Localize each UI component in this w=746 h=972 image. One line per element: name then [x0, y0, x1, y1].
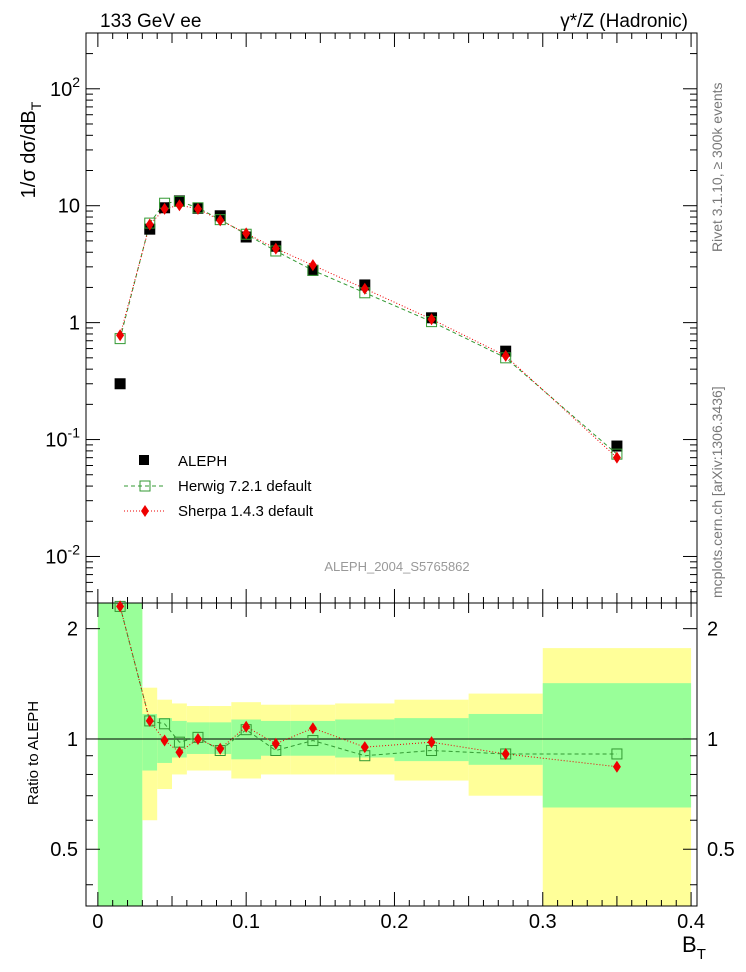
aleph-point — [611, 440, 623, 452]
main-y-tick-label: 102 — [50, 74, 80, 101]
header-right-label: γ*/Z (Hadronic) — [560, 11, 688, 32]
sherpa-point — [271, 242, 280, 255]
legend-marker-sherpa — [141, 505, 149, 517]
herwig-line — [119, 200, 618, 455]
ratio-sherpa-point — [360, 741, 369, 754]
main-y-tick-label: 10-1 — [45, 425, 80, 452]
ratio-y-tick-label-right: 0.5 — [707, 839, 735, 861]
sherpa-point — [612, 451, 621, 464]
x-tick-label: 0 — [92, 911, 103, 933]
x-tick-label: 0.2 — [381, 911, 409, 933]
sherpa-point — [216, 214, 225, 227]
ratio-herwig-point — [611, 748, 623, 760]
mcplots-label: mcplots.cern.ch [arXiv:1306.3436] — [709, 386, 725, 598]
x-tick-label: 0.1 — [232, 911, 260, 933]
main-y-tick-label: 1 — [69, 313, 80, 335]
ratio-ylabel: Ratio to ALEPH — [25, 701, 42, 805]
ratio-herwig-point — [307, 735, 319, 747]
sherpa-point — [160, 202, 169, 215]
x-axis-label: BT — [682, 932, 706, 963]
legend-label-herwig: Herwig 7.2.1 default — [178, 478, 312, 495]
ratio-sherpa-point — [145, 714, 154, 727]
ratio-sherpa-point — [501, 747, 510, 760]
ratio-green-band — [209, 722, 232, 754]
ratio-green-band — [142, 713, 158, 771]
ratio-sherpa-point — [116, 600, 125, 613]
ratio-y-tick-label-left: 1 — [67, 729, 78, 751]
legend-marker-aleph — [139, 455, 149, 465]
main-panel: 10-2 10-1 1 10 102 — [45, 32, 698, 604]
legend-label-sherpa: Sherpa 1.4.3 default — [178, 503, 314, 520]
legend-entry-aleph: ALEPH — [139, 453, 227, 470]
sherpa-point — [360, 282, 369, 295]
ratio-y-tick-label-left: 0.5 — [50, 839, 78, 861]
ratio-y-tick-label-right: 2 — [707, 619, 718, 641]
ratio-y-tick-label-left: 2 — [67, 619, 78, 641]
ratio-sherpa-point — [271, 737, 280, 750]
ratio-y-tick-label-right: 1 — [707, 729, 718, 751]
sherpa-point — [501, 349, 510, 362]
ratio-sherpa-point — [308, 722, 317, 735]
legend-entry-herwig: Herwig 7.2.1 default — [124, 478, 312, 495]
ratio-sherpa-point — [193, 732, 202, 745]
x-tick-label: 0.3 — [529, 911, 557, 933]
aleph-point — [114, 378, 126, 390]
sherpa-point — [308, 259, 317, 272]
legend: ALEPH Herwig 7.2.1 default Sherpa 1.4.3 … — [124, 453, 314, 520]
ratio-green-band — [542, 683, 692, 808]
sherpa-point — [116, 329, 125, 342]
ratio-sherpa-point — [216, 742, 225, 755]
svg-text:1/σ dσ/dBT: 1/σ dσ/dBT — [18, 101, 44, 198]
ratio-sherpa-point — [612, 760, 621, 773]
ratio-sherpa-point — [242, 720, 251, 733]
ratio-sherpa-point — [175, 746, 184, 759]
legend-label-aleph: ALEPH — [178, 453, 227, 470]
ratio-sherpa-point — [160, 734, 169, 747]
main-y-tick-label: 10-2 — [45, 541, 80, 568]
ratio-sherpa-point — [427, 736, 436, 749]
svg-text:BT: BT — [682, 932, 706, 963]
sherpa-line — [119, 204, 618, 459]
legend-marker-herwig — [139, 480, 151, 492]
sherpa-point — [175, 199, 184, 212]
sherpa-point — [145, 218, 154, 231]
main-ylabel: 1/σ dσ/dBT — [18, 101, 44, 198]
header-left-label: 133 GeV ee — [100, 11, 201, 32]
sherpa-point — [427, 313, 436, 326]
ratio-panel: 0 0.1 0.2 0.3 0.4 0.5 0.5 1 1 2 2 — [50, 600, 735, 933]
ratio-herwig-line — [119, 606, 617, 757]
main-y-tick-label: 10 — [58, 196, 80, 218]
sherpa-point — [242, 227, 251, 240]
ratio-herwig-point — [159, 718, 171, 730]
analysis-id-label: ALEPH_2004_S5765862 — [324, 559, 469, 574]
rivet-label: Rivet 3.1.10, ≥ 300k events — [709, 82, 725, 252]
legend-entry-sherpa: Sherpa 1.4.3 default — [124, 503, 314, 520]
ratio-frame — [85, 602, 698, 907]
x-tick-label: 0.4 — [677, 911, 705, 933]
sherpa-point — [193, 202, 202, 215]
ratio-green-band — [97, 603, 143, 906]
